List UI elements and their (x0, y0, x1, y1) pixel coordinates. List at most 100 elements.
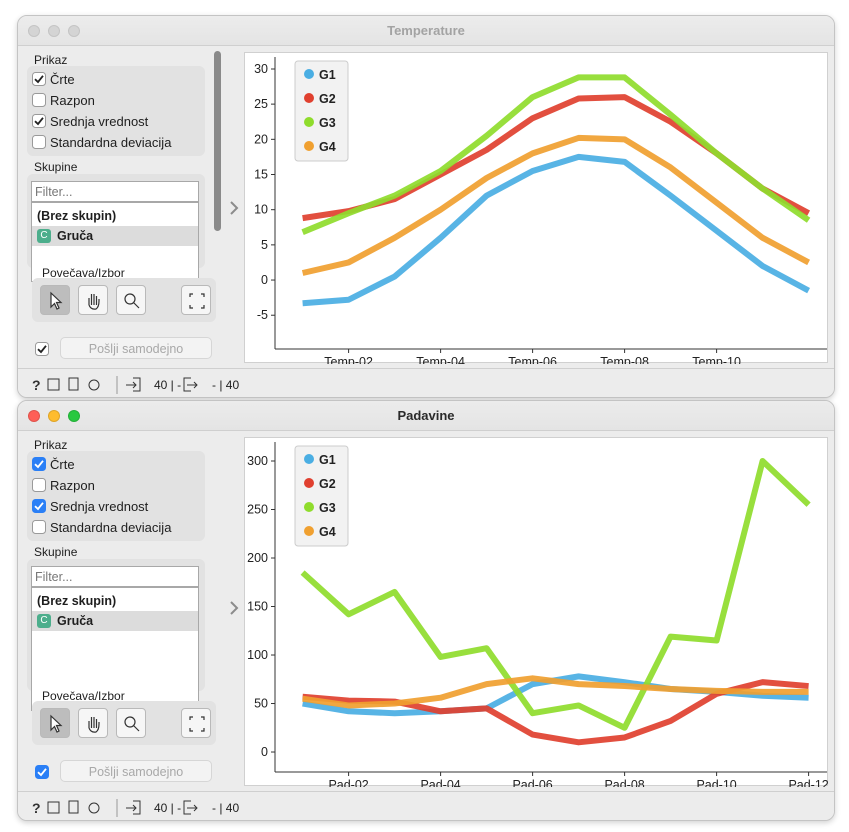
option-label[interactable]: Srednja vrednost (50, 499, 149, 514)
status-icons: ? (26, 375, 226, 395)
tool-button[interactable] (181, 708, 211, 738)
send-button[interactable]: Pošlji samodejno (60, 760, 212, 782)
tool-button[interactable] (116, 708, 146, 738)
window-button[interactable] (68, 410, 80, 422)
y-tick-label: 200 (247, 551, 268, 565)
legend-marker (304, 141, 314, 151)
legend-label: G1 (319, 453, 336, 467)
status-inputs: 40 | - (154, 801, 182, 815)
y-tick-label: -5 (257, 308, 268, 322)
section-label: Skupine (34, 160, 78, 174)
help-icon: ? (32, 800, 41, 816)
legend-label: G1 (319, 68, 336, 82)
y-tick-label: 5 (261, 238, 268, 252)
option-label[interactable]: Standardna deviacija (50, 520, 172, 535)
y-tick-label: 300 (247, 454, 268, 468)
legend-marker (304, 69, 314, 79)
y-tick-label: 0 (261, 273, 268, 287)
status-inputs: 40 | - (154, 378, 182, 392)
y-tick-label: 150 (247, 600, 268, 614)
scrollbar (214, 51, 221, 231)
tool-button[interactable] (116, 285, 146, 315)
checkbox[interactable] (32, 93, 46, 107)
input-icon (126, 377, 141, 392)
x-tick-label: Pad-08 (604, 778, 644, 787)
tool-button[interactable] (78, 285, 108, 315)
window: Padavine Prikaz Črte Razpon Srednja vrednost… (17, 400, 835, 821)
tool-icon (189, 293, 205, 309)
collapse-arrow-svg (230, 601, 239, 615)
section-label: Povečava/Izbor (42, 266, 125, 280)
option-label[interactable]: Črte (50, 72, 75, 87)
x-tick-label: Pad-06 (512, 778, 552, 787)
tool-button-svg (124, 293, 140, 309)
window-button[interactable] (28, 25, 40, 37)
x-tick-label: Temp-06 (508, 355, 557, 364)
group-icon: C (37, 614, 51, 628)
checkbox[interactable] (32, 72, 46, 86)
checkbox[interactable] (32, 114, 46, 128)
group-label: Gruča (57, 614, 94, 628)
checkbox-svg (35, 342, 49, 356)
group-list: (Brez skupin) C Gruča (31, 202, 199, 282)
filter-input[interactable]: Filter... (31, 181, 199, 202)
option-label[interactable]: Srednja vrednost (50, 114, 149, 129)
option-label[interactable]: Razpon (50, 478, 95, 493)
checkbox[interactable] (32, 135, 46, 149)
mean-line (301, 74, 811, 235)
section-label: Skupine (34, 545, 78, 559)
group-item[interactable]: (Brez skupin) (32, 591, 198, 611)
window-button[interactable] (48, 410, 60, 422)
checkbox[interactable] (35, 342, 49, 356)
checkbox-box (32, 499, 46, 513)
output-icon (183, 377, 198, 392)
group-label: (Brez skupin) (37, 594, 117, 608)
x-tick-label: Pad-10 (696, 778, 736, 787)
tool-button[interactable] (181, 285, 211, 315)
legend: G1 G2 G3 G4 (294, 60, 349, 162)
window-button[interactable] (48, 25, 60, 37)
legend-label: G2 (319, 477, 336, 491)
option-label[interactable]: Razpon (50, 93, 95, 108)
checkbox[interactable] (32, 520, 46, 534)
chart-svg: -5 0 5 10 15 20 25 30 Temp-02 Temp-04 Temp-06 Temp-… (254, 57, 827, 369)
checkbox[interactable] (32, 457, 46, 471)
chart: -5 0 5 10 15 20 25 30 Temp-02 Temp-04 Temp-06 Temp-… (244, 52, 828, 369)
options-box: Črte Razpon Srednja vrednost Standardna dev… (27, 451, 205, 541)
camera-icon (88, 802, 100, 814)
chart-svg: 0 50 100 150 200 250 300 Pad-02 Pad-04 Pad-06 Pad-… (247, 442, 829, 792)
legend-marker (304, 117, 314, 127)
group-item[interactable]: (Brez skupin) (32, 206, 198, 226)
window-button[interactable] (68, 25, 80, 37)
tool-icon (189, 716, 205, 732)
checkbox[interactable] (32, 499, 46, 513)
camera-icon (88, 379, 100, 391)
group-item[interactable]: C Gruča (32, 226, 198, 246)
legend-label: G3 (319, 501, 336, 515)
tool-button[interactable] (40, 285, 70, 315)
mean-line (302, 153, 811, 307)
window-button[interactable] (28, 410, 40, 422)
section-label: Povečava/Izbor (42, 689, 125, 703)
filter-input[interactable]: Filter... (31, 566, 199, 587)
group-item[interactable]: C Gruča (32, 611, 198, 631)
option-label[interactable]: Standardna deviacija (50, 135, 172, 150)
group-label: (Brez skupin) (37, 209, 117, 223)
legend-marker (304, 502, 314, 512)
tool-button-svg (50, 291, 63, 310)
option-label[interactable]: Črte (50, 457, 75, 472)
tool-button-svg (124, 716, 140, 732)
report-icon (68, 377, 79, 391)
checkmark (34, 502, 44, 511)
arrow-icon (230, 601, 239, 615)
checkbox[interactable] (35, 765, 49, 779)
checkbox-box (32, 135, 46, 149)
tool-button[interactable] (78, 708, 108, 738)
send-button[interactable]: Pošlji samodejno (60, 337, 212, 359)
tool-button[interactable] (40, 708, 70, 738)
y-tick-label: 250 (247, 503, 268, 517)
status-icons: ? (26, 798, 226, 818)
checkbox[interactable] (32, 478, 46, 492)
checkmark (34, 117, 44, 126)
